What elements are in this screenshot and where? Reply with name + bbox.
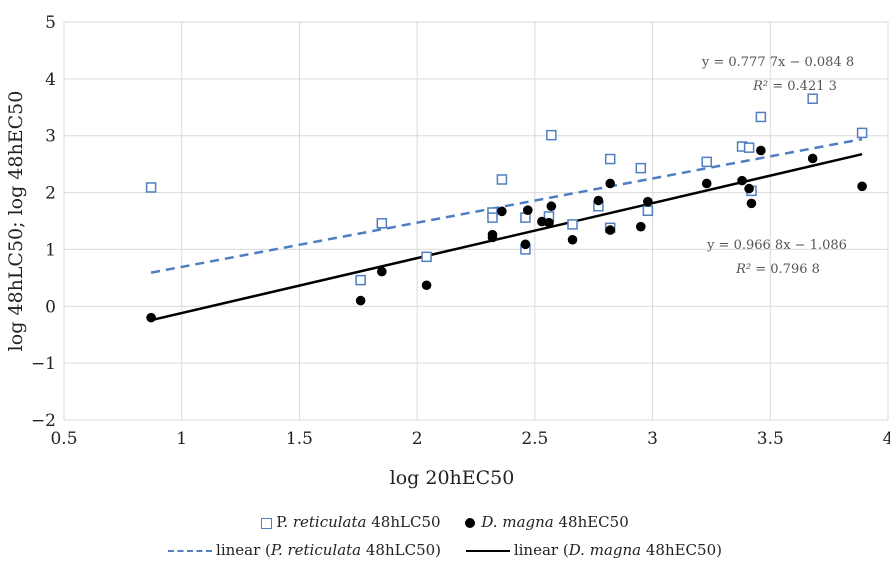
circle-marker-icon — [465, 518, 476, 528]
point-magna — [756, 145, 766, 156]
point-magna — [355, 295, 366, 306]
point-magna — [746, 198, 757, 209]
legend-item-reticulata: P. reticulata 48hLC50 — [261, 513, 441, 531]
point-magna — [605, 225, 615, 235]
point-reticulata — [496, 174, 508, 185]
point-magna — [146, 312, 156, 323]
y-tick-labels: −2 −1 0 1 2 3 4 5 — [31, 13, 56, 431]
point-magna — [377, 266, 387, 277]
legend-row-markers: P. reticulata 48hLC50 D. magna 48hEC50 — [0, 512, 890, 531]
point-magna — [546, 201, 557, 212]
trendlines — [150, 137, 863, 322]
x-tick-label: 3.5 — [757, 429, 784, 449]
point-reticulata — [743, 142, 755, 153]
square-marker-icon — [261, 517, 273, 529]
y-tick-label: −2 — [31, 411, 56, 431]
point-magna — [636, 221, 646, 232]
dashed-line-icon — [168, 550, 213, 552]
y-tick-label: 3 — [45, 127, 56, 147]
trendline-equations: y = 0.777 7x − 0.084 8 R² = 0.421 3 y = … — [701, 55, 854, 277]
x-axis-label: log 20hEC50 — [390, 467, 515, 489]
legend-row-lines: linear (P. reticulata 48hLC50) linear (D… — [0, 540, 890, 559]
point-reticulata — [376, 218, 388, 229]
y-tick-label: 4 — [45, 70, 56, 90]
point-reticulata — [856, 127, 868, 139]
legend-item-linear-reticulata: linear (P. reticulata 48hLC50) — [168, 541, 441, 559]
r2-magna: R² = 0.796 8 — [735, 262, 820, 277]
y-tick-label: 5 — [45, 13, 56, 33]
legend-item-linear-magna: linear (D. magna 48hEC50) — [465, 541, 722, 559]
x-tick-label: 1.5 — [286, 429, 313, 449]
point-reticulata — [642, 205, 654, 217]
eq-reticulata: y = 0.777 7x − 0.084 8 — [701, 55, 854, 70]
point-magna — [487, 229, 498, 240]
point-magna — [421, 280, 432, 291]
point-reticulata — [421, 251, 432, 263]
solid-line-icon — [465, 550, 510, 552]
point-magna — [737, 175, 747, 186]
x-tick-label: 3 — [647, 429, 658, 449]
x-tick-label: 4 — [883, 429, 890, 449]
point-reticulata — [604, 153, 616, 165]
point-reticulata — [807, 93, 818, 105]
r2-reticulata: R² = 0.421 3 — [752, 79, 837, 94]
y-tick-label: −1 — [31, 354, 56, 374]
point-magna — [593, 195, 604, 206]
x-tick-label: 2.5 — [521, 429, 548, 449]
point-magna — [701, 178, 712, 189]
point-reticulata — [487, 212, 498, 223]
point-magna — [522, 205, 533, 215]
scatter-chart: −2 −1 0 1 2 3 4 5 0.5 1 1.5 2 2.5 3 3.5 4 y = 0.777 7x… — [5, 13, 890, 489]
point-magna — [744, 183, 754, 194]
point-magna — [497, 206, 507, 217]
point-magna — [537, 216, 547, 227]
x-tick-label: 2 — [412, 429, 423, 449]
point-reticulata — [701, 156, 712, 168]
point-magna — [544, 217, 554, 228]
point-reticulata — [355, 274, 366, 286]
x-tick-label: 1 — [176, 429, 187, 449]
data-points — [145, 93, 868, 323]
x-tick-label: 0.5 — [50, 429, 77, 449]
point-magna — [567, 234, 578, 245]
grid-lines — [63, 21, 889, 421]
x-tick-labels: 0.5 1 1.5 2 2.5 3 3.5 4 — [50, 429, 890, 449]
point-reticulata — [145, 182, 157, 193]
point-reticulata — [755, 111, 767, 123]
point-magna — [807, 153, 818, 164]
point-reticulata — [635, 162, 647, 174]
trendline-reticulata — [150, 137, 863, 274]
y-tick-label: 0 — [45, 297, 56, 317]
eq-magna: y = 0.966 8x − 1.086 — [706, 238, 847, 253]
y-tick-label: 1 — [45, 240, 56, 260]
legend-item-magna: D. magna 48hEC50 — [465, 513, 629, 531]
point-magna — [605, 178, 615, 189]
point-magna — [857, 181, 867, 192]
point-magna — [643, 196, 653, 207]
point-reticulata — [546, 129, 557, 141]
point-reticulata — [567, 219, 578, 230]
point-magna — [520, 239, 531, 250]
y-axis-label: log 48hLC50; log 48hEC50 — [5, 91, 27, 352]
y-tick-label: 2 — [45, 184, 56, 204]
